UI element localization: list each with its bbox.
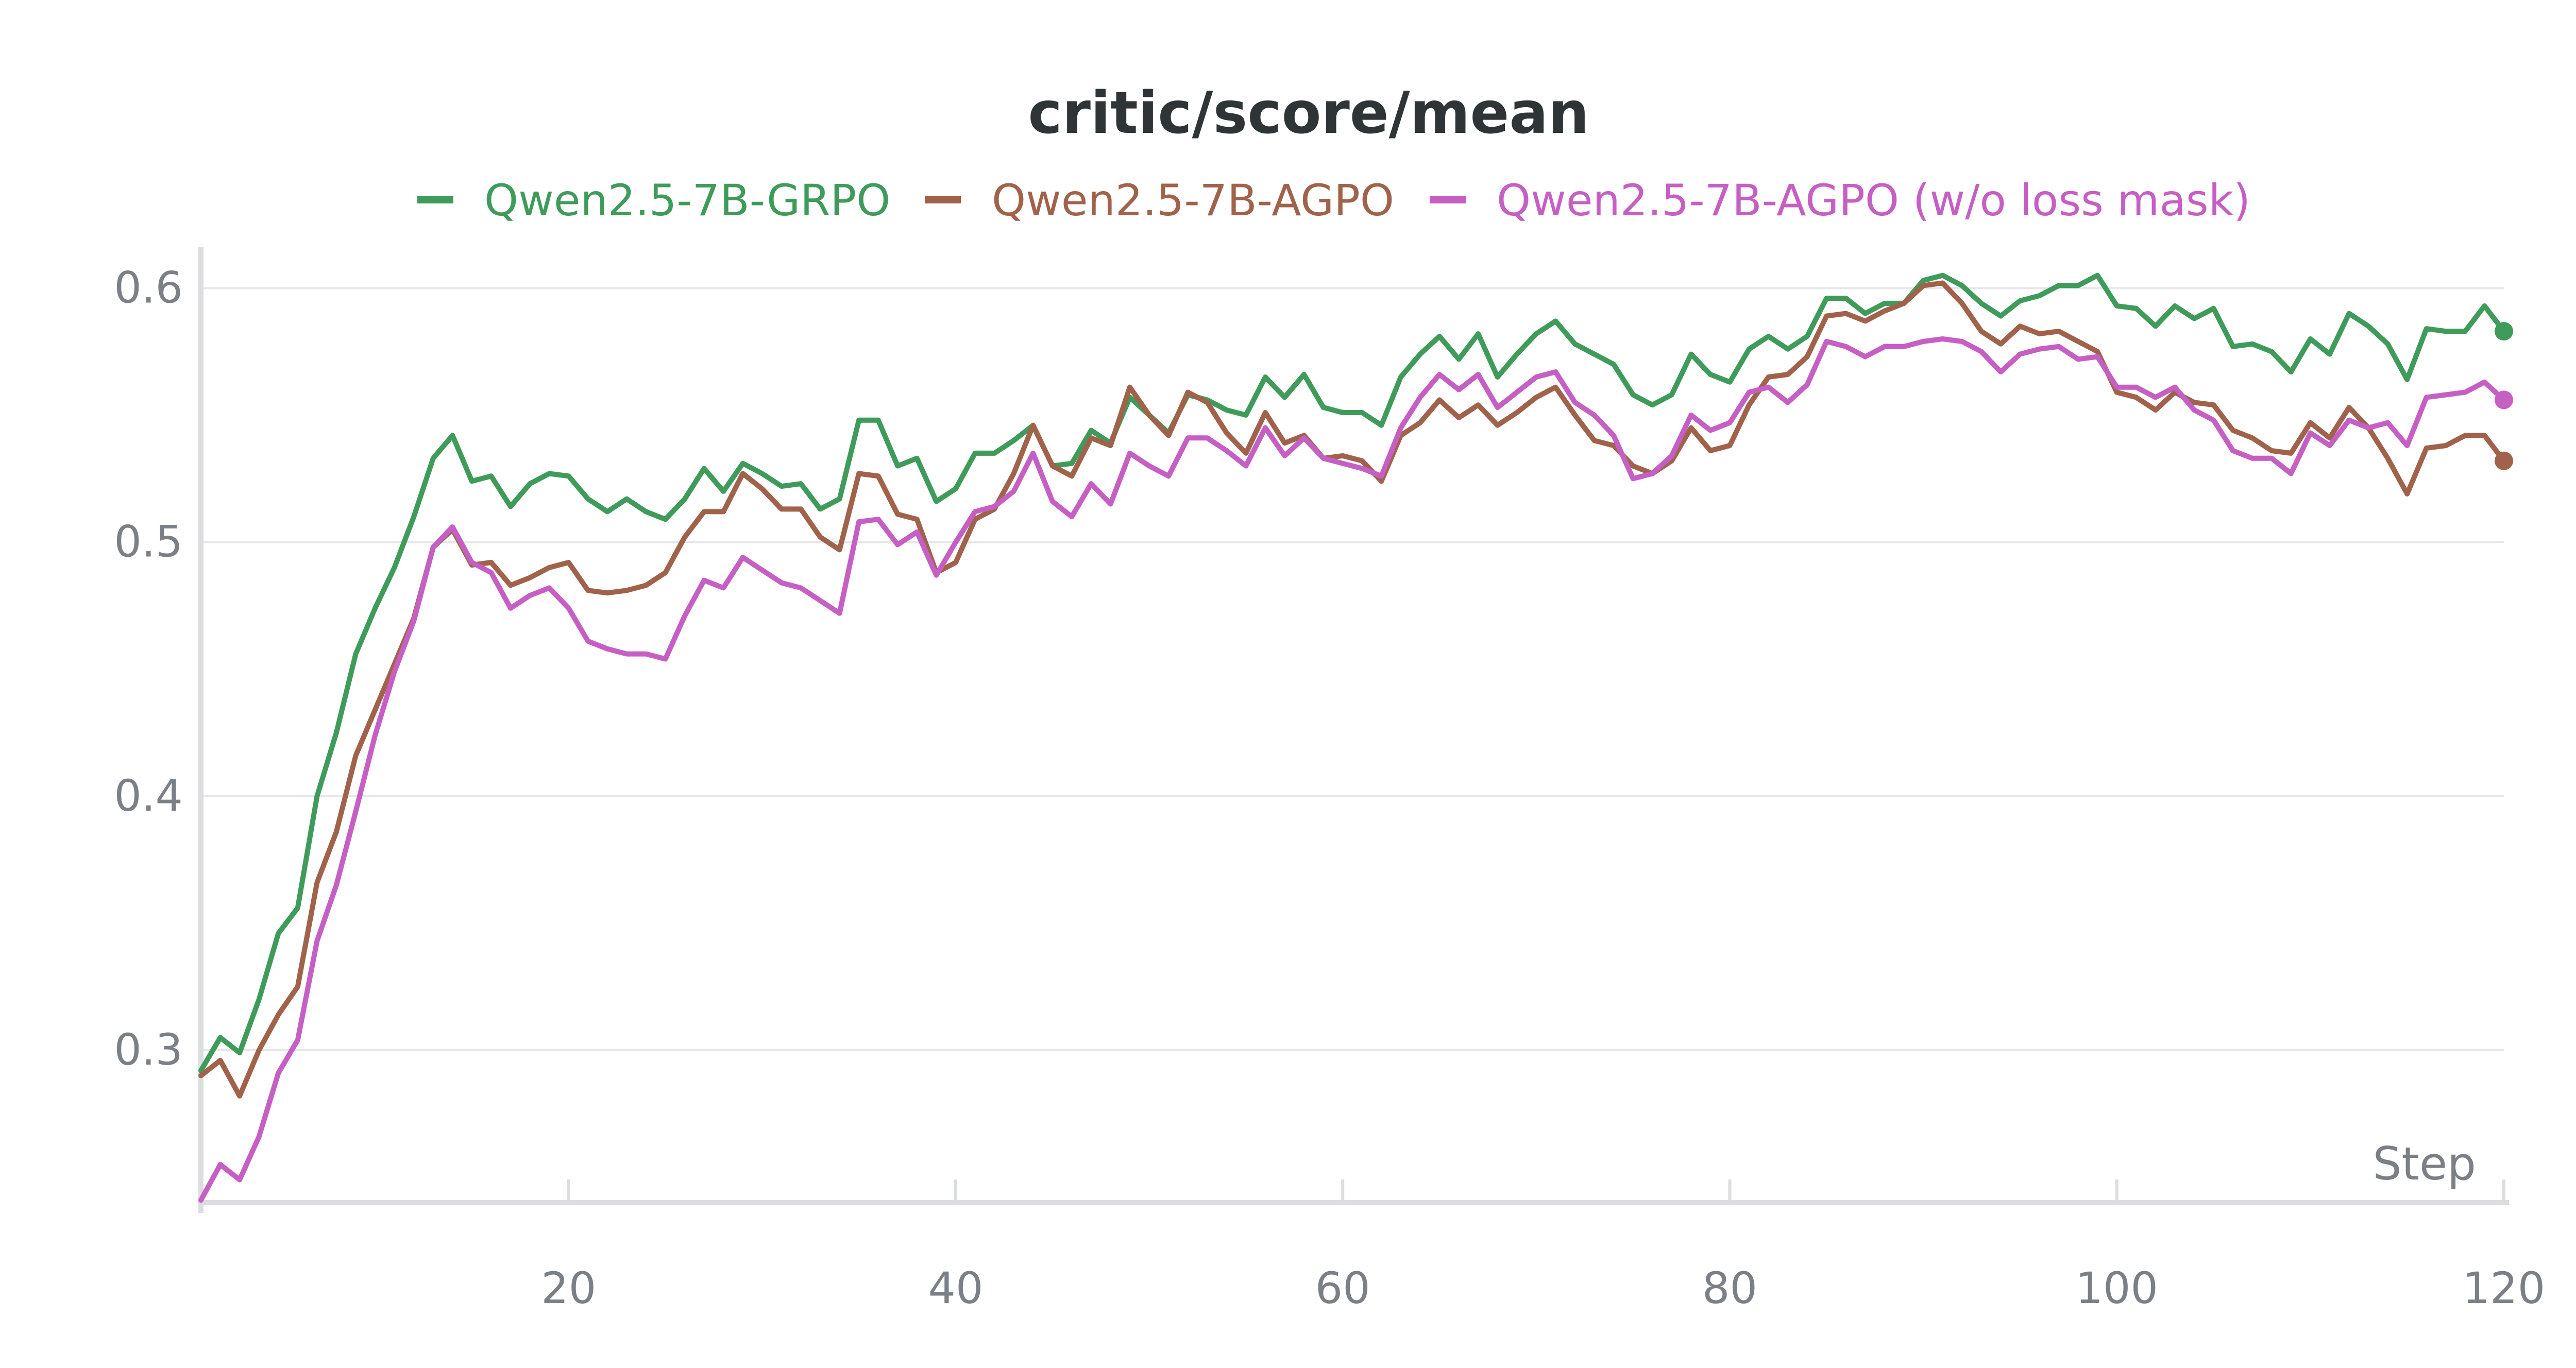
y-tick-label: 0.5 [114, 517, 183, 567]
x-tick-label: 40 [928, 1263, 984, 1313]
grid-lines [201, 287, 2504, 1052]
series-line-2 [198, 280, 2506, 1099]
series-line-3 [198, 336, 2506, 1203]
chart-title: critic/score/mean [1028, 80, 1589, 147]
series-line-1 [198, 272, 2506, 1073]
series-end-marker-2 [2495, 451, 2513, 470]
legend: Qwen2.5-7B-GRPO Qwen2.5-7B-AGPO Qwen2.5-7B… [417, 175, 2250, 226]
series-end-marker-3 [2495, 390, 2513, 409]
x-axis-label: Step [2373, 1137, 2476, 1190]
x-tick-label: 60 [1315, 1263, 1370, 1313]
axes [198, 247, 2509, 1213]
x-tick-label: 120 [2463, 1263, 2545, 1313]
x-tick-label: 80 [1702, 1263, 1757, 1313]
y-tick-label: 0.6 [114, 262, 183, 313]
legend-label-3: Qwen2.5-7B-AGPO (w/o loss mask) [1497, 175, 2250, 226]
x-tick-label: 100 [2076, 1263, 2158, 1313]
x-tick-label: 20 [541, 1263, 596, 1313]
series-end-marker-1 [2495, 322, 2513, 341]
series-group [198, 272, 2513, 1203]
y-tick-label: 0.4 [114, 771, 183, 821]
tick-labels: 0.3 0.4 0.5 0.6 20 40 60 80 100 120 [114, 262, 2545, 1313]
legend-label-2: Qwen2.5-7B-AGPO [992, 175, 1394, 226]
legend-label-1: Qwen2.5-7B-GRPO [484, 175, 890, 226]
y-tick-label: 0.3 [114, 1024, 183, 1075]
